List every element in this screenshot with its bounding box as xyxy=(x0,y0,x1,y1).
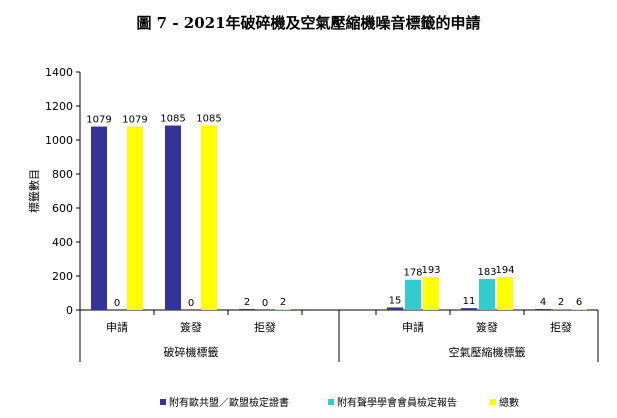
bar-value-label: 0 xyxy=(188,298,194,309)
legend-swatch-ec-cert xyxy=(160,398,166,405)
bar-value-label: 1079 xyxy=(86,115,111,126)
bar xyxy=(127,126,143,310)
x-category-label: 拒發 xyxy=(550,320,572,334)
bar-value-label: 1085 xyxy=(196,114,221,125)
legend: 附有歐共盟／歐盟檢定證書 附有聲學學會會員檢定報告 總數 xyxy=(160,394,600,409)
y-tick-label: 1000 xyxy=(45,134,73,147)
bar xyxy=(535,309,551,310)
legend-swatch-ioa-report xyxy=(328,398,334,405)
legend-label-ec-cert: 附有歐共盟／歐盟檢定證書 xyxy=(169,398,289,409)
legend-label-ioa-report: 附有聲學學會會員檢定報告 xyxy=(337,398,457,409)
bar xyxy=(479,278,495,310)
bar xyxy=(423,277,439,310)
bar-value-label: 193 xyxy=(421,265,440,276)
bar-value-label: 2 xyxy=(280,297,286,308)
chart-title: 圖 7 - 2021年破碎機及空氣壓縮機噪音標籤的申請 xyxy=(136,14,481,32)
legend-label-total: 總數 xyxy=(499,398,519,409)
x-category-label: 簽發 xyxy=(180,320,202,334)
bar-value-label: 2 xyxy=(558,297,564,308)
bar xyxy=(553,309,569,310)
bar-value-label: 183 xyxy=(477,267,496,278)
bar xyxy=(275,309,291,310)
x-group-label: 空氣壓縮機標籤 xyxy=(449,345,526,359)
bar xyxy=(165,125,181,310)
y-tick-label: 600 xyxy=(52,202,73,215)
bar-value-label: 15 xyxy=(389,295,402,306)
x-category-label: 申請 xyxy=(402,320,424,334)
legend-item-ec-cert: 附有歐共盟／歐盟檢定證書 xyxy=(160,394,289,409)
y-tick-label: 200 xyxy=(52,270,73,283)
x-category-label: 簽發 xyxy=(476,320,498,334)
bar xyxy=(201,125,217,310)
bar xyxy=(91,126,107,310)
bar-value-label: 194 xyxy=(495,265,514,276)
bar-value-label: 178 xyxy=(403,268,422,279)
y-tick-label: 800 xyxy=(52,168,73,181)
y-tick-label: 400 xyxy=(52,236,73,249)
bar xyxy=(497,277,513,310)
x-category-label: 申請 xyxy=(106,320,128,334)
bar xyxy=(405,279,421,310)
x-category-label: 拒發 xyxy=(254,320,276,334)
x-group-label: 破碎機標籤 xyxy=(164,345,219,359)
bar-value-label: 0 xyxy=(114,298,120,309)
bar xyxy=(239,309,255,310)
bar xyxy=(387,307,403,310)
bar-value-label: 6 xyxy=(576,297,582,308)
bar-value-label: 0 xyxy=(262,298,268,309)
legend-item-total: 總數 xyxy=(490,394,519,409)
bar-value-label: 1079 xyxy=(122,115,147,126)
bar xyxy=(461,308,477,310)
y-axis-title: 標籤數目 xyxy=(27,169,41,213)
bar-value-label: 2 xyxy=(244,297,250,308)
y-tick-label: 1200 xyxy=(45,100,73,113)
legend-swatch-total xyxy=(490,398,496,405)
y-tick-label: 0 xyxy=(66,304,73,317)
bar-value-label: 11 xyxy=(463,296,476,307)
legend-item-ioa-report: 附有聲學學會會員檢定報告 xyxy=(328,394,457,409)
bar xyxy=(571,308,587,310)
bar-value-label: 4 xyxy=(540,297,546,308)
bar-value-label: 1085 xyxy=(160,114,185,125)
y-tick-label: 1400 xyxy=(45,66,73,79)
